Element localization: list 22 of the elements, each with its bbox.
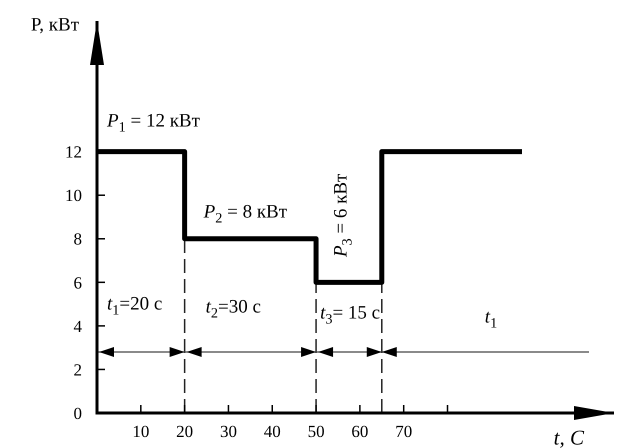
x-tick-label: 60 [351,422,368,441]
y-axis-title: P, кВт [30,14,80,36]
x-tick-label: 40 [264,422,281,441]
y-tick-label: 8 [74,230,82,249]
y-tick-label: 6 [74,273,82,292]
x-tick-label: 70 [395,422,412,441]
x-tick-label: 10 [132,422,150,441]
y-tick-label: 12 [65,142,82,162]
y-tick-label: 10 [65,186,82,206]
annotation: t$_{3}$= 15 с [320,302,380,328]
x-tick-label: 30 [220,422,237,441]
y-tick-label: 0 [74,404,82,423]
annotation: t$_{2}$=30 с [206,296,261,322]
annotation: t$_{1}$ [484,306,498,332]
annotation: t$_{1}$=20 с [107,294,162,319]
x-axis-title: t, С [554,425,585,448]
x-tick-label: 50 [308,422,325,441]
annotation: P$_{2}$ = 8 кВт [202,201,288,226]
annotation: P$_{1}$ = 12 кВт [106,110,201,136]
y-tick-label: 2 [74,360,82,380]
y-tick-label: 4 [74,316,82,336]
x-tick-label: 20 [176,422,194,441]
